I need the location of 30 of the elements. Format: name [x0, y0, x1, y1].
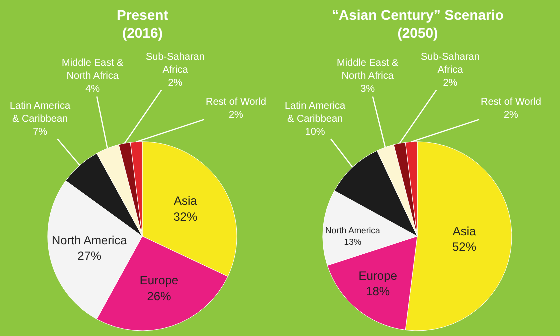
data-label: 3%	[360, 84, 376, 95]
data-label: 10%	[305, 127, 326, 138]
slice-label: Asia	[452, 224, 477, 239]
data-label: 26%	[147, 289, 172, 304]
data-label: 2%	[443, 78, 458, 89]
data-label: 27%	[78, 248, 102, 263]
data-label: 32%	[174, 210, 198, 224]
slice-label: North America	[326, 226, 380, 236]
slice-label: Asia	[174, 194, 198, 208]
data-label: 18%	[366, 284, 390, 299]
slice-label: Europe	[140, 274, 179, 288]
slice-label: Middle East & North Africa	[337, 58, 400, 82]
data-label: 2%	[504, 110, 519, 121]
data-label: 2%	[228, 110, 244, 121]
slice-label: Europe	[358, 269, 398, 284]
slice-label: Rest of World	[206, 97, 266, 108]
chart-title: “Asian Century” Scenario (2050)	[332, 7, 504, 42]
data-label: 2%	[168, 78, 183, 89]
slice-label: Sub-Saharan Africa	[146, 52, 205, 76]
slice-label: North America	[52, 233, 128, 248]
slice-label: Sub-Saharan Africa	[421, 52, 480, 76]
slice-label: Rest of World	[481, 97, 542, 108]
data-label: 52%	[452, 240, 477, 254]
slice-label: Latin America & Caribbean	[285, 101, 346, 125]
data-label: 4%	[86, 84, 100, 95]
chart-title: Present (2016)	[117, 7, 169, 42]
data-label: 13%	[344, 236, 362, 247]
data-label: 7%	[33, 127, 48, 138]
slice-label: Latin America & Caribbean	[10, 101, 72, 125]
slice-label: Middle East & North Africa	[62, 58, 124, 82]
